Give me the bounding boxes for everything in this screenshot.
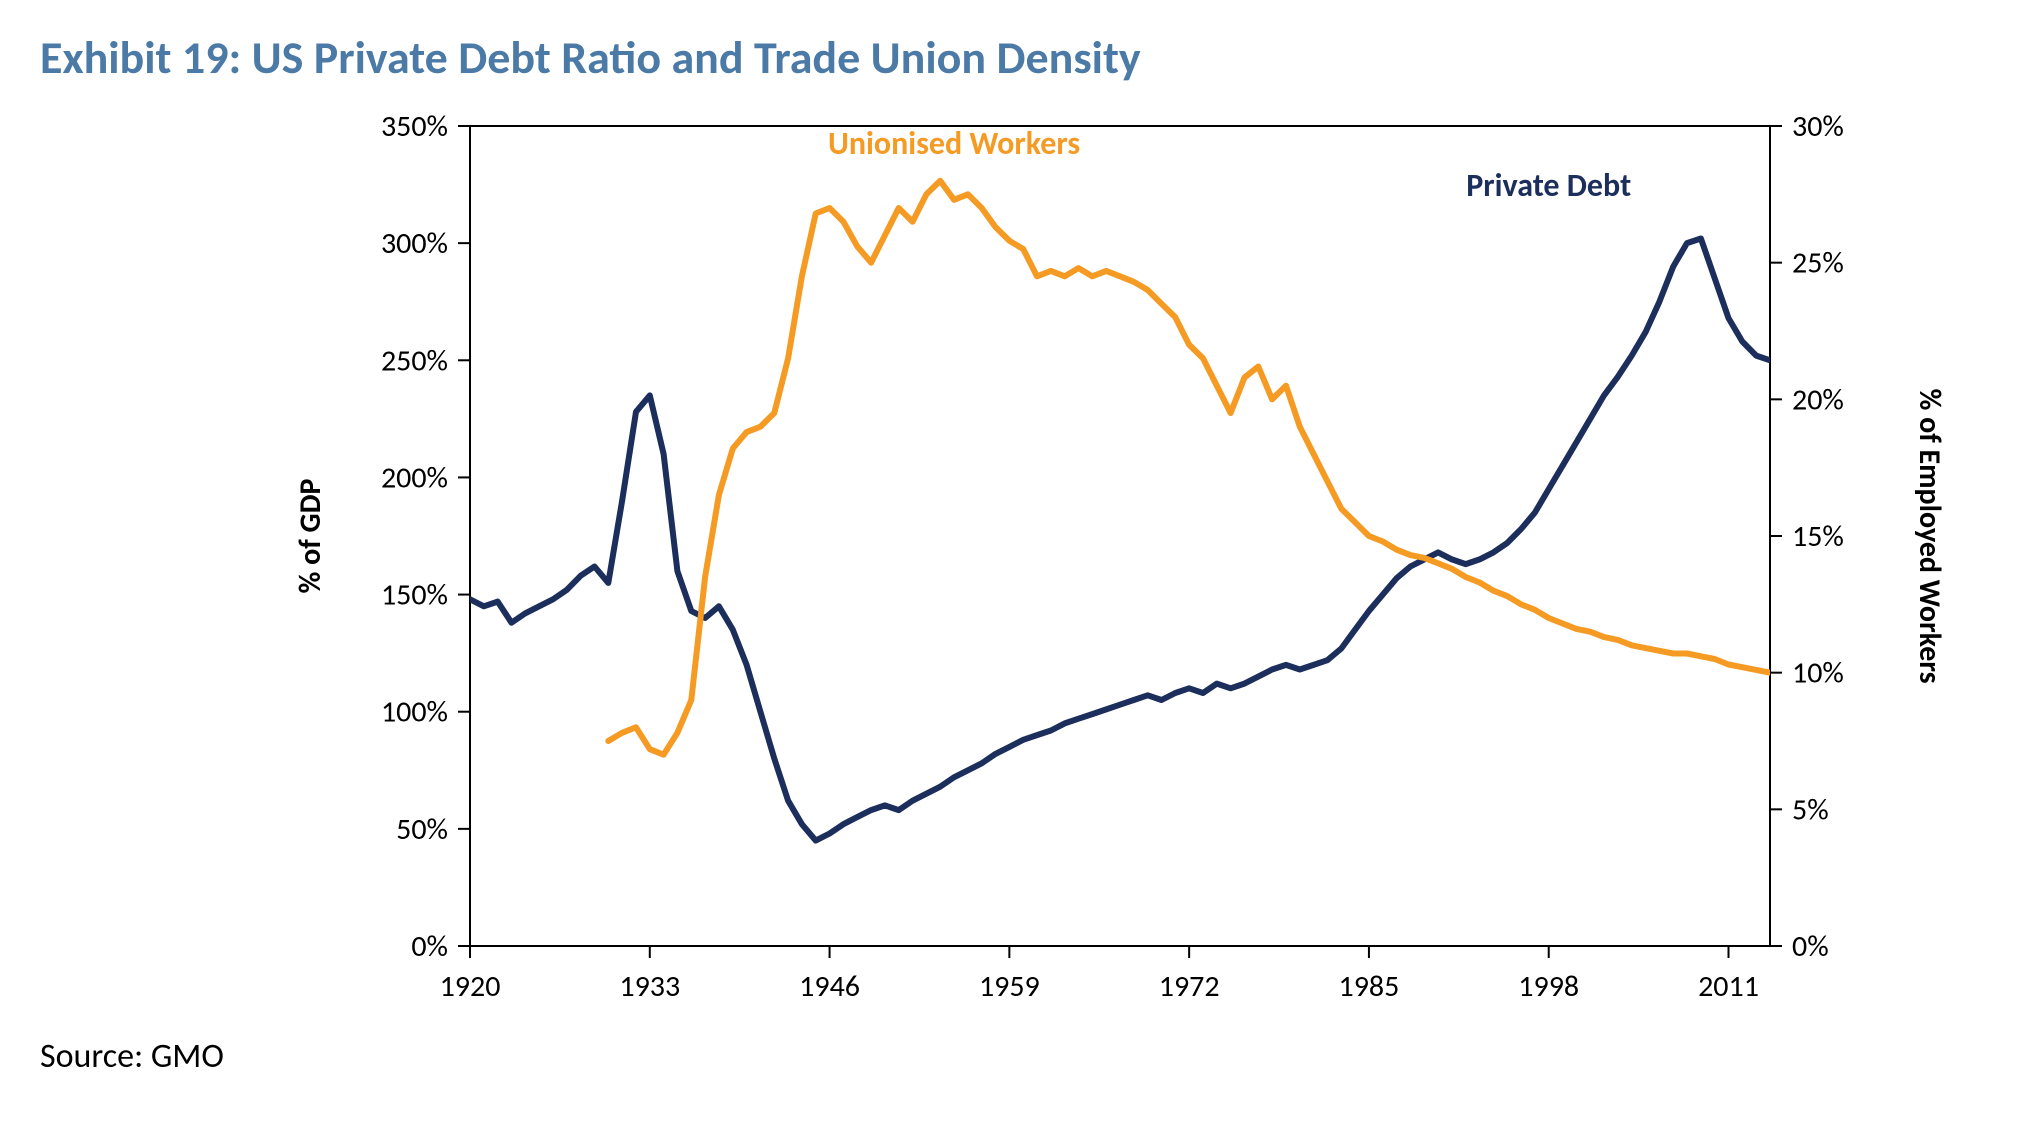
x-tick-label: 1920 bbox=[440, 968, 501, 1005]
y-right-tick-label: 25% bbox=[1792, 245, 1844, 282]
plot-border bbox=[470, 126, 1770, 946]
y-left-tick-label: 0% bbox=[411, 928, 448, 965]
x-tick-label: 1946 bbox=[799, 968, 860, 1005]
x-tick-label: 1959 bbox=[979, 968, 1040, 1005]
x-tick-label: 2011 bbox=[1698, 968, 1759, 1005]
y-left-tick-label: 350% bbox=[381, 108, 448, 145]
y-right-tick-label: 30% bbox=[1792, 108, 1844, 145]
y-right-tick-label: 5% bbox=[1792, 791, 1829, 828]
chart-title: Exhibit 19: US Private Debt Ratio and Tr… bbox=[40, 30, 1996, 86]
y-right-tick-label: 10% bbox=[1792, 655, 1844, 692]
y-right-axis-label: % of Employed Workers bbox=[1911, 388, 1948, 683]
y-left-axis-label: % of GDP bbox=[292, 478, 329, 593]
y-left-tick-label: 150% bbox=[381, 577, 448, 614]
x-tick-label: 1933 bbox=[619, 968, 680, 1005]
x-tick-label: 1972 bbox=[1159, 968, 1220, 1005]
chart-container: 1920 1933 1946 1959 1972 1985 1998 2011 0% 50% 100… bbox=[40, 106, 1996, 1026]
y-left-tick-label: 50% bbox=[396, 811, 448, 848]
series-label-private-debt: Private Debt bbox=[1466, 166, 1631, 205]
x-tick-label: 1998 bbox=[1518, 968, 1579, 1005]
y-left-tick-label: 100% bbox=[381, 694, 448, 731]
y-right-tick-label: 0% bbox=[1792, 928, 1829, 965]
x-tick-label: 1985 bbox=[1339, 968, 1400, 1005]
y-right-tick-label: 20% bbox=[1792, 381, 1844, 418]
y-right-tick-label: 15% bbox=[1792, 518, 1844, 555]
y-left-tick-label: 200% bbox=[381, 459, 448, 496]
chart-svg: 1920 1933 1946 1959 1972 1985 1998 2011 0% 50% 100… bbox=[40, 106, 1996, 1026]
y-left-tick-label: 300% bbox=[381, 225, 448, 262]
page: Exhibit 19: US Private Debt Ratio and Tr… bbox=[0, 0, 2036, 1125]
chart-source: Source: GMO bbox=[40, 1036, 1996, 1077]
series-label-unionised-workers: Unionised Workers bbox=[828, 124, 1080, 163]
y-left-tick-label: 250% bbox=[381, 342, 448, 379]
series-line-unionised-workers bbox=[608, 181, 1770, 755]
